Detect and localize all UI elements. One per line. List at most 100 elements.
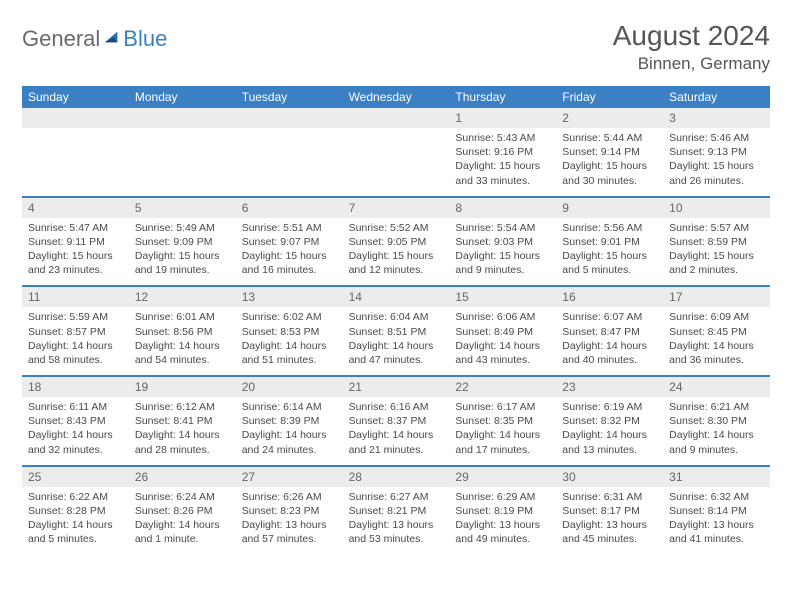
day-number: 19	[129, 377, 236, 397]
sunset-text: Sunset: 8:21 PM	[349, 504, 444, 518]
day-cell: 23 Sunrise: 6:19 AMSunset: 8:32 PMDayligh…	[556, 377, 663, 465]
day-cell: 24Sunrise: 6:21 AMSunset: 8:30 PMDayligh…	[663, 377, 770, 465]
day-info: Sunrise: 5:47 AMSunset: 9:11 PMDaylight:…	[22, 221, 129, 278]
day-number: 15	[449, 287, 556, 307]
day-cell: 15Sunrise: 6:06 AMSunset: 8:49 PMDayligh…	[449, 287, 556, 375]
daylight-text: Daylight: 15 hours and 12 minutes.	[349, 249, 444, 277]
sunrise-text: Sunrise: 5:57 AM	[669, 221, 764, 235]
daylight-text: Daylight: 15 hours and 9 minutes.	[455, 249, 550, 277]
day-cell: 3Sunrise: 5:46 AMSunset: 9:13 PMDaylight…	[663, 108, 770, 196]
page-header: General Blue August 2024 Binnen, Germany	[22, 20, 770, 74]
weeks-container: 1Sunrise: 5:43 AMSunset: 9:16 PMDaylight…	[22, 108, 770, 554]
day-cell: 2Sunrise: 5:44 AMSunset: 9:14 PMDaylight…	[556, 108, 663, 196]
day-number: 31	[663, 467, 770, 487]
month-title: August 2024	[613, 20, 770, 52]
sunrise-text: Sunrise: 6:01 AM	[135, 310, 230, 324]
day-info: Sunrise: 6:26 AMSunset: 8:23 PMDaylight:…	[236, 490, 343, 547]
day-info: Sunrise: 6:01 AMSunset: 8:56 PMDaylight:…	[129, 310, 236, 367]
sunset-text: Sunset: 9:14 PM	[562, 145, 657, 159]
daylight-text: Daylight: 14 hours and 51 minutes.	[242, 339, 337, 367]
sunset-text: Sunset: 8:45 PM	[669, 325, 764, 339]
day-number: 25	[22, 467, 129, 487]
logo-text-1: General	[22, 26, 100, 52]
day-info: Sunrise: 6:16 AMSunset: 8:37 PMDaylight:…	[343, 400, 450, 457]
sunset-text: Sunset: 8:28 PM	[28, 504, 123, 518]
daylight-text: Daylight: 15 hours and 33 minutes.	[455, 159, 550, 187]
day-number	[343, 108, 450, 128]
day-info: Sunrise: 5:46 AMSunset: 9:13 PMDaylight:…	[663, 131, 770, 188]
sunrise-text: Sunrise: 6:29 AM	[455, 490, 550, 504]
logo-triangle-icon	[103, 28, 121, 46]
sunrise-text: Sunrise: 6:09 AM	[669, 310, 764, 324]
sunset-text: Sunset: 8:51 PM	[349, 325, 444, 339]
daylight-text: Daylight: 14 hours and 9 minutes.	[669, 428, 764, 456]
sunset-text: Sunset: 8:32 PM	[562, 414, 657, 428]
day-number: 28	[343, 467, 450, 487]
day-cell: 12Sunrise: 6:01 AMSunset: 8:56 PMDayligh…	[129, 287, 236, 375]
day-number	[129, 108, 236, 128]
daylight-text: Daylight: 13 hours and 41 minutes.	[669, 518, 764, 546]
day-info: Sunrise: 6:04 AMSunset: 8:51 PMDaylight:…	[343, 310, 450, 367]
daylight-text: Daylight: 14 hours and 40 minutes.	[562, 339, 657, 367]
week-row: 11Sunrise: 5:59 AMSunset: 8:57 PMDayligh…	[22, 285, 770, 375]
sunrise-text: Sunrise: 6:31 AM	[562, 490, 657, 504]
week-row: 18Sunrise: 6:11 AMSunset: 8:43 PMDayligh…	[22, 375, 770, 465]
day-number: 7	[343, 198, 450, 218]
daylight-text: Daylight: 14 hours and 21 minutes.	[349, 428, 444, 456]
week-row: 1Sunrise: 5:43 AMSunset: 9:16 PMDaylight…	[22, 108, 770, 196]
sunrise-text: Sunrise: 6:12 AM	[135, 400, 230, 414]
day-cell: 18Sunrise: 6:11 AMSunset: 8:43 PMDayligh…	[22, 377, 129, 465]
day-cell: 31Sunrise: 6:32 AMSunset: 8:14 PMDayligh…	[663, 467, 770, 555]
weekday-header: Thursday	[449, 86, 556, 108]
sunset-text: Sunset: 8:57 PM	[28, 325, 123, 339]
day-cell: 1Sunrise: 5:43 AMSunset: 9:16 PMDaylight…	[449, 108, 556, 196]
day-number: 23	[556, 377, 663, 397]
day-number: 6	[236, 198, 343, 218]
sunrise-text: Sunrise: 6:17 AM	[455, 400, 550, 414]
daylight-text: Daylight: 15 hours and 5 minutes.	[562, 249, 657, 277]
daylight-text: Daylight: 13 hours and 53 minutes.	[349, 518, 444, 546]
sunset-text: Sunset: 8:41 PM	[135, 414, 230, 428]
day-info: Sunrise: 6:19 AMSunset: 8:32 PMDaylight:…	[556, 400, 663, 457]
day-cell	[236, 108, 343, 196]
sunrise-text: Sunrise: 5:43 AM	[455, 131, 550, 145]
day-number: 16	[556, 287, 663, 307]
sunrise-text: Sunrise: 6:02 AM	[242, 310, 337, 324]
day-cell: 11Sunrise: 5:59 AMSunset: 8:57 PMDayligh…	[22, 287, 129, 375]
weekday-header: Friday	[556, 86, 663, 108]
daylight-text: Daylight: 14 hours and 28 minutes.	[135, 428, 230, 456]
day-info: Sunrise: 6:12 AMSunset: 8:41 PMDaylight:…	[129, 400, 236, 457]
day-number: 29	[449, 467, 556, 487]
weekday-header: Monday	[129, 86, 236, 108]
daylight-text: Daylight: 14 hours and 13 minutes.	[562, 428, 657, 456]
sunrise-text: Sunrise: 6:07 AM	[562, 310, 657, 324]
day-number	[236, 108, 343, 128]
sunset-text: Sunset: 9:07 PM	[242, 235, 337, 249]
sunset-text: Sunset: 9:01 PM	[562, 235, 657, 249]
day-cell	[22, 108, 129, 196]
logo-text-2-wrap: Blue	[123, 26, 167, 52]
sunrise-text: Sunrise: 5:51 AM	[242, 221, 337, 235]
sunrise-text: Sunrise: 6:22 AM	[28, 490, 123, 504]
daylight-text: Daylight: 15 hours and 26 minutes.	[669, 159, 764, 187]
day-number: 30	[556, 467, 663, 487]
sunset-text: Sunset: 8:35 PM	[455, 414, 550, 428]
sunrise-text: Sunrise: 6:06 AM	[455, 310, 550, 324]
day-cell: 30Sunrise: 6:31 AMSunset: 8:17 PMDayligh…	[556, 467, 663, 555]
day-info: Sunrise: 6:29 AMSunset: 8:19 PMDaylight:…	[449, 490, 556, 547]
day-info: Sunrise: 6:09 AMSunset: 8:45 PMDaylight:…	[663, 310, 770, 367]
sunrise-text: Sunrise: 5:44 AM	[562, 131, 657, 145]
day-cell: 20Sunrise: 6:14 AMSunset: 8:39 PMDayligh…	[236, 377, 343, 465]
daylight-text: Daylight: 15 hours and 16 minutes.	[242, 249, 337, 277]
daylight-text: Daylight: 14 hours and 36 minutes.	[669, 339, 764, 367]
sunset-text: Sunset: 8:56 PM	[135, 325, 230, 339]
day-info: Sunrise: 5:59 AMSunset: 8:57 PMDaylight:…	[22, 310, 129, 367]
day-info: Sunrise: 5:57 AMSunset: 8:59 PMDaylight:…	[663, 221, 770, 278]
day-cell: 7Sunrise: 5:52 AMSunset: 9:05 PMDaylight…	[343, 198, 450, 286]
day-number: 8	[449, 198, 556, 218]
sunrise-text: Sunrise: 6:11 AM	[28, 400, 123, 414]
daylight-text: Daylight: 14 hours and 5 minutes.	[28, 518, 123, 546]
logo-text-2: Blue	[123, 26, 167, 51]
sunrise-text: Sunrise: 6:24 AM	[135, 490, 230, 504]
day-cell: 13Sunrise: 6:02 AMSunset: 8:53 PMDayligh…	[236, 287, 343, 375]
